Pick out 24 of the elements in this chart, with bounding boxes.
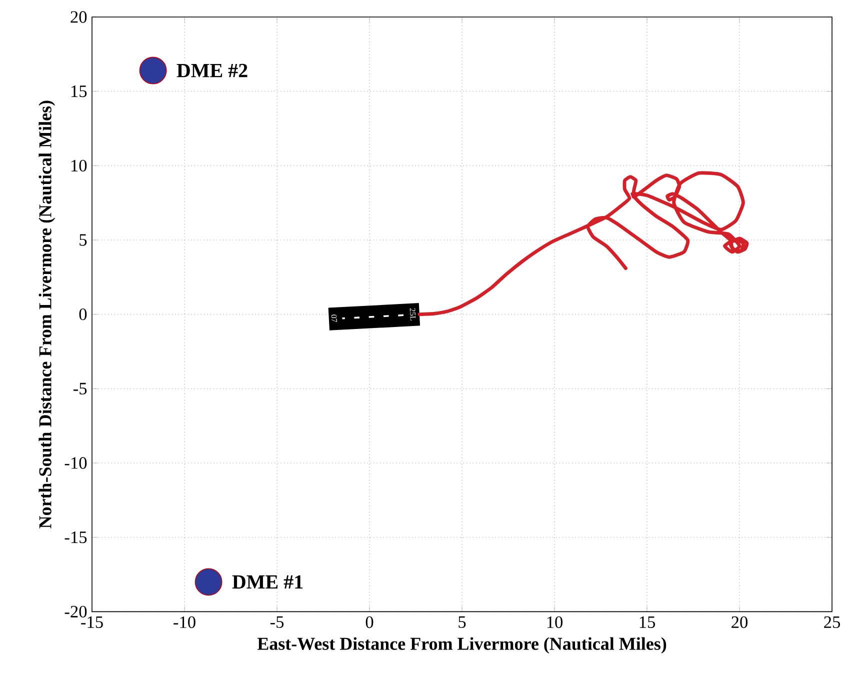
x-tick-label: 10 — [547, 616, 563, 628]
x-tick-label: -5 — [270, 616, 284, 628]
y-tick-label: 20 — [70, 11, 87, 24]
legend-label: DME #1 — [232, 575, 303, 589]
y-tick-label: 15 — [71, 86, 87, 98]
annotation: 25L — [410, 308, 416, 321]
y-tick-label: -15 — [64, 532, 87, 544]
legend-label: DME #2 — [176, 64, 248, 78]
y-tick-label: -5 — [74, 383, 87, 395]
y-tick-label: 0 — [79, 308, 87, 320]
y-tick-label: 10 — [71, 160, 87, 172]
y-tick-label: -20 — [64, 606, 87, 618]
y-axis-title: North-South Distance From Livermore (Nautical Miles) — [38, 100, 56, 529]
x-tick-label: 15 — [640, 616, 655, 628]
x-tick-label: -10 — [174, 616, 196, 628]
y-tick-label: -10 — [64, 457, 87, 470]
x-tick-label: 0 — [366, 616, 374, 628]
x-tick-label: 5 — [458, 616, 466, 628]
x-axis-title: East-West Distance From Livermore (Nautical Miles) — [257, 637, 666, 654]
annotation: 07 — [331, 314, 337, 322]
x-tick-label: 20 — [732, 616, 748, 628]
y-tick-label: 5 — [80, 234, 87, 246]
x-tick-label: 25 — [824, 616, 840, 628]
line-series — [418, 171, 749, 316]
